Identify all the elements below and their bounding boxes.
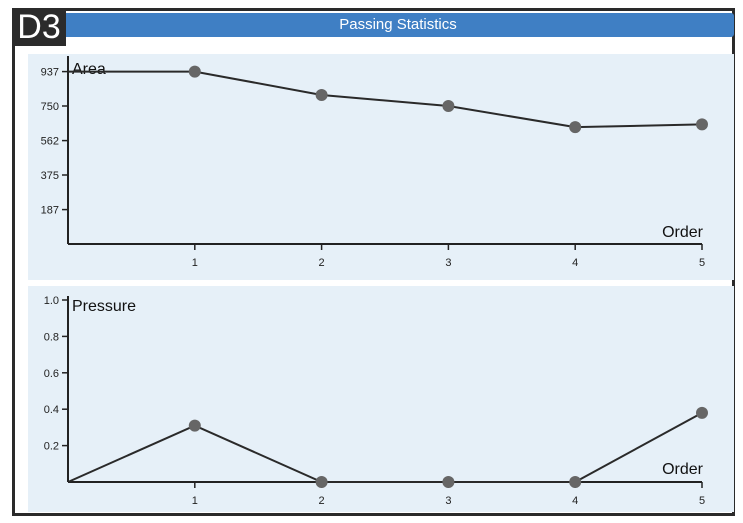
data-point bbox=[188, 419, 201, 432]
x-tick-label: 3 bbox=[445, 495, 451, 507]
x-tick-label: 4 bbox=[572, 257, 578, 269]
x-axis-title: Order bbox=[662, 461, 704, 478]
chart-2: 0.2 0.4 0.6 0.8 1.0 1 2 3 4 5 Pressure Order bbox=[28, 286, 734, 512]
data-point bbox=[188, 65, 201, 78]
y-tick-label: 0.6 bbox=[44, 368, 59, 380]
x-axis-title: Order bbox=[662, 224, 704, 241]
x-tick-label: 1 bbox=[192, 257, 198, 269]
data-point bbox=[696, 118, 708, 131]
data-point bbox=[315, 476, 328, 488]
y-tick-label: 1.0 bbox=[44, 295, 59, 307]
y-tick-label: 0.4 bbox=[44, 404, 59, 416]
y-axis-title: Pressure bbox=[72, 298, 136, 315]
plot-area-background bbox=[28, 54, 734, 280]
x-tick-label: 5 bbox=[699, 257, 705, 269]
data-point bbox=[569, 121, 582, 134]
y-tick-label: 562 bbox=[41, 136, 59, 148]
y-tick-label: 0.2 bbox=[44, 441, 59, 453]
y-tick-label: 375 bbox=[41, 170, 59, 182]
y-tick-label: 0.8 bbox=[44, 331, 59, 343]
series-line bbox=[67, 411, 703, 483]
plot-area-background bbox=[28, 286, 734, 512]
x-tick-label: 2 bbox=[319, 257, 325, 269]
y-axis-title: Area bbox=[72, 61, 106, 78]
x-tick-label: 2 bbox=[319, 495, 325, 507]
data-point bbox=[442, 476, 455, 488]
series-line bbox=[68, 70, 703, 129]
figure-badge: D3 bbox=[12, 8, 66, 46]
data-point bbox=[315, 88, 328, 101]
y-tick-label: 187 bbox=[41, 205, 59, 217]
data-point bbox=[696, 406, 708, 419]
data-point bbox=[442, 100, 455, 112]
chart-title-bar: Passing Statistics bbox=[62, 13, 734, 37]
y-tick-label: 937 bbox=[41, 67, 59, 79]
y-tick-label: 750 bbox=[41, 101, 59, 113]
data-point bbox=[569, 476, 582, 488]
chart-1: 187 375 562 750 937 1 2 3 4 5 Area Order bbox=[28, 54, 734, 280]
x-tick-label: 5 bbox=[699, 495, 705, 507]
x-tick-label: 3 bbox=[445, 257, 451, 269]
x-tick-label: 4 bbox=[572, 495, 578, 507]
x-tick-label: 1 bbox=[192, 495, 198, 507]
